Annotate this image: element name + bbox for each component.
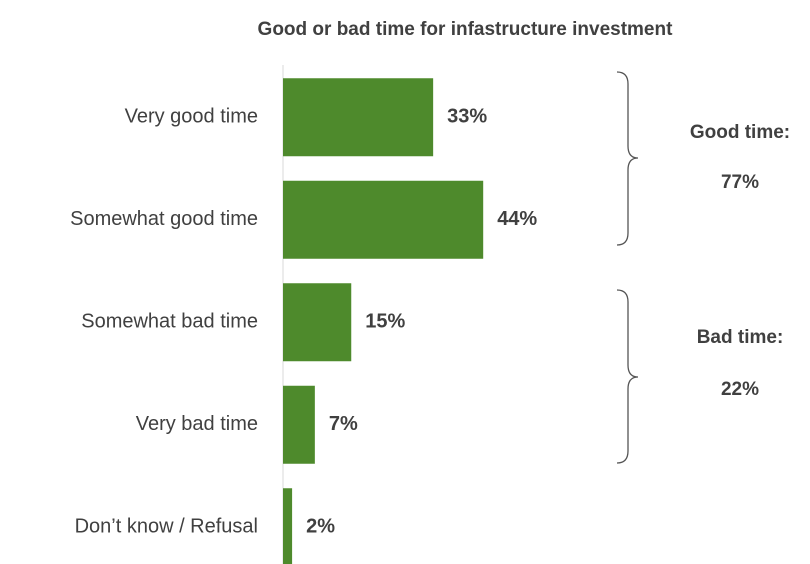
bar (283, 78, 434, 157)
annotation: Good time: (690, 122, 790, 143)
annotation: Bad time: (697, 327, 784, 348)
bar (283, 385, 315, 464)
category-label: Very bad time (136, 413, 258, 435)
category-label: Very good time (125, 106, 258, 128)
bar (283, 488, 293, 564)
annotation: 22% (721, 379, 759, 400)
chart-title: Good or bad time for infastructure inves… (258, 19, 674, 40)
value-label: 7% (329, 413, 358, 435)
category-label: Don’t know / Refusal (75, 516, 258, 538)
brace (616, 289, 639, 464)
category-label: Somewhat good time (70, 208, 258, 230)
bar (283, 180, 484, 259)
bar (283, 283, 352, 362)
value-label: 33% (447, 106, 487, 128)
annotation: 77% (721, 172, 759, 193)
value-label: 2% (306, 516, 335, 538)
value-label: 15% (365, 311, 405, 333)
value-label: 44% (497, 208, 537, 230)
category-label: Somewhat bad time (81, 311, 258, 333)
brace (616, 71, 639, 246)
